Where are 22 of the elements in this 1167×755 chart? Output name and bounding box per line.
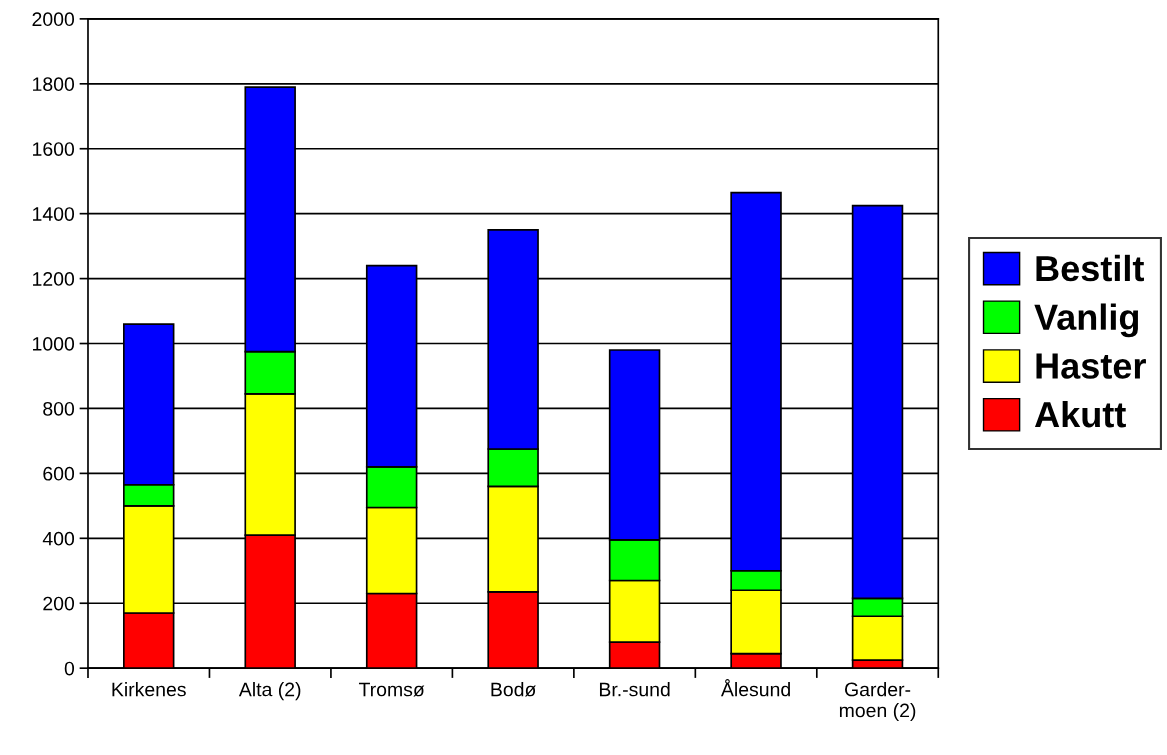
y-tick-label: 1200 (33, 272, 75, 286)
legend-label: Akutt (1034, 400, 1126, 428)
y-tick-label: 1600 (33, 142, 75, 156)
y-tick-label: 600 (43, 466, 75, 481)
x-tick-label: Tromsø (358, 682, 425, 697)
x-tick-label: Br.-sund (599, 682, 670, 697)
y-tick-label: 2000 (32, 12, 75, 27)
y-tick-label: 1400 (33, 207, 75, 221)
legend-label: Bestilt (1036, 254, 1144, 282)
y-tick-label: 200 (43, 596, 75, 611)
y-tick-label: 0 (64, 661, 75, 676)
x-tick-label: Ålesund (720, 679, 790, 697)
x-tick-label: Bodø (491, 682, 536, 697)
x-tick-label: Alta (2) (238, 682, 301, 701)
y-tick-label: 1000 (33, 336, 75, 351)
y-tick-label: 400 (42, 531, 75, 546)
legend-label: Vanlig (1034, 303, 1139, 338)
y-tick-label: 800 (43, 401, 75, 416)
legend-label: Haster (1036, 353, 1146, 379)
y-tick-label: 1800 (33, 77, 75, 92)
x-tick-label: Kirkenes (112, 682, 186, 697)
x-tick-label: Garder- moen (2) (839, 682, 916, 722)
